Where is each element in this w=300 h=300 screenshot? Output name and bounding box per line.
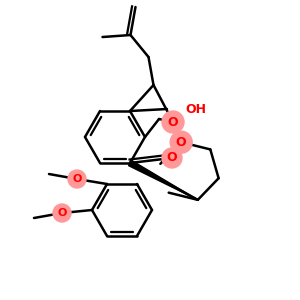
Circle shape <box>68 170 86 188</box>
Text: O: O <box>168 116 178 128</box>
Text: O: O <box>72 174 82 184</box>
Circle shape <box>162 148 182 168</box>
Text: O: O <box>57 208 67 218</box>
Circle shape <box>162 111 184 133</box>
Circle shape <box>170 131 192 153</box>
Text: O: O <box>167 152 177 164</box>
Polygon shape <box>129 160 198 200</box>
Circle shape <box>53 204 71 222</box>
Text: OH: OH <box>185 103 206 116</box>
Text: O: O <box>176 136 187 149</box>
